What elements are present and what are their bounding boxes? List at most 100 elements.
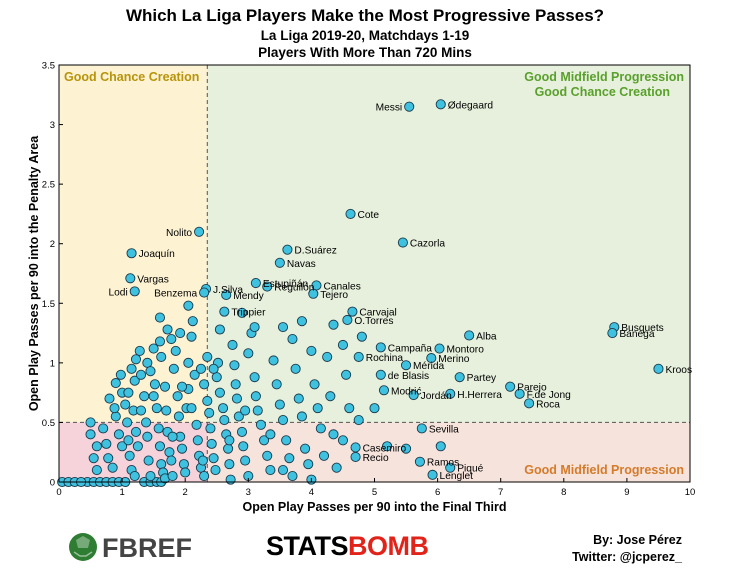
data-point bbox=[306, 345, 317, 356]
data-point bbox=[309, 379, 320, 390]
data-point bbox=[91, 465, 102, 476]
data-point bbox=[208, 453, 219, 464]
point-label: F.de Jong bbox=[527, 390, 572, 401]
point-label: H.Herrera bbox=[457, 390, 502, 401]
data-point-labeled bbox=[353, 351, 364, 362]
x-tick-label: 9 bbox=[624, 487, 629, 498]
data-point bbox=[130, 426, 142, 438]
data-point bbox=[132, 441, 143, 452]
data-point-labeled bbox=[342, 314, 353, 326]
data-point-labeled bbox=[345, 208, 356, 219]
data-point bbox=[178, 459, 189, 470]
data-point bbox=[277, 322, 289, 333]
data-point-labeled bbox=[404, 101, 415, 112]
data-point bbox=[115, 369, 126, 380]
x-tick-label: 0 bbox=[56, 487, 61, 498]
data-point bbox=[204, 407, 215, 418]
data-point bbox=[122, 417, 133, 428]
point-label: Campaña bbox=[388, 343, 433, 354]
data-point-labeled bbox=[347, 306, 358, 317]
data-point bbox=[328, 429, 339, 440]
data-point bbox=[153, 423, 164, 434]
data-point bbox=[277, 414, 289, 426]
statsbomb-logo-part-2: BOMB bbox=[348, 531, 429, 561]
data-point-labeled bbox=[126, 248, 137, 259]
data-point-labeled bbox=[129, 286, 140, 297]
data-point-labeled bbox=[308, 288, 319, 299]
x-tick-label: 5 bbox=[372, 487, 377, 498]
data-point-labeled bbox=[282, 244, 293, 255]
data-point bbox=[197, 455, 208, 466]
data-point bbox=[162, 324, 173, 335]
data-point bbox=[400, 443, 412, 454]
point-label: Carvajal bbox=[359, 308, 396, 319]
data-point bbox=[250, 391, 261, 402]
point-label: Mendy bbox=[233, 291, 264, 302]
data-point bbox=[236, 307, 248, 318]
data-point-labeled bbox=[375, 342, 386, 353]
data-point-labeled bbox=[445, 462, 456, 473]
data-point bbox=[344, 403, 355, 414]
data-point bbox=[101, 438, 112, 449]
data-point bbox=[274, 399, 285, 410]
data-point bbox=[159, 381, 171, 392]
data-point bbox=[187, 316, 198, 327]
point-label: Recio bbox=[363, 453, 389, 464]
data-point bbox=[129, 470, 140, 482]
data-point bbox=[268, 355, 279, 366]
data-point bbox=[206, 438, 217, 449]
x-tick-label: 8 bbox=[561, 487, 566, 498]
data-point bbox=[281, 435, 292, 446]
point-label: Navas bbox=[287, 259, 316, 270]
x-tick-label: 2 bbox=[183, 487, 188, 498]
data-point bbox=[141, 417, 152, 428]
x-tick-label: 7 bbox=[498, 487, 503, 498]
data-point bbox=[229, 360, 240, 371]
data-point-labeled bbox=[219, 306, 230, 317]
data-point bbox=[135, 369, 147, 380]
data-point bbox=[176, 381, 188, 392]
data-point-labeled bbox=[445, 388, 456, 399]
data-point bbox=[356, 331, 367, 342]
data-point bbox=[166, 333, 177, 345]
data-point bbox=[303, 459, 314, 470]
data-point bbox=[318, 450, 330, 461]
data-point bbox=[331, 462, 342, 473]
data-point bbox=[156, 351, 167, 362]
region-label-top-left: Good Chance Creation bbox=[64, 70, 199, 84]
data-point bbox=[265, 429, 276, 440]
region-label-top-right-2: Good Chance Creation bbox=[535, 85, 670, 99]
data-point bbox=[322, 351, 333, 362]
data-point bbox=[290, 363, 301, 374]
data-point bbox=[252, 405, 263, 416]
fbref-logo-text: FBREF bbox=[102, 533, 192, 563]
data-point bbox=[148, 391, 159, 402]
data-point bbox=[249, 322, 260, 333]
data-point-labeled bbox=[199, 287, 210, 298]
data-point bbox=[167, 470, 178, 482]
data-point-labeled bbox=[375, 369, 386, 380]
data-point-labeled bbox=[607, 328, 618, 339]
data-point bbox=[88, 453, 99, 464]
data-point-labeled bbox=[454, 372, 465, 383]
point-label: Alba bbox=[476, 331, 497, 342]
data-point bbox=[189, 369, 200, 380]
data-point bbox=[129, 375, 140, 386]
point-label: D.Suárez bbox=[294, 246, 336, 257]
data-point bbox=[166, 455, 177, 466]
data-point-labeled bbox=[505, 381, 516, 392]
data-point bbox=[145, 470, 156, 482]
data-point-labeled bbox=[414, 456, 425, 467]
data-point bbox=[130, 354, 142, 365]
x-tick-label: 10 bbox=[685, 487, 696, 498]
data-point bbox=[113, 429, 124, 440]
data-point bbox=[233, 411, 244, 422]
data-point bbox=[199, 470, 210, 482]
y-tick-label: 2 bbox=[50, 239, 55, 250]
data-point bbox=[211, 372, 222, 383]
data-point bbox=[382, 441, 393, 452]
data-point bbox=[161, 405, 172, 416]
y-tick-label: 1 bbox=[50, 358, 55, 369]
data-point bbox=[231, 393, 242, 404]
byline: By: Jose Pérez Twitter: @jcperez_ bbox=[572, 532, 682, 566]
